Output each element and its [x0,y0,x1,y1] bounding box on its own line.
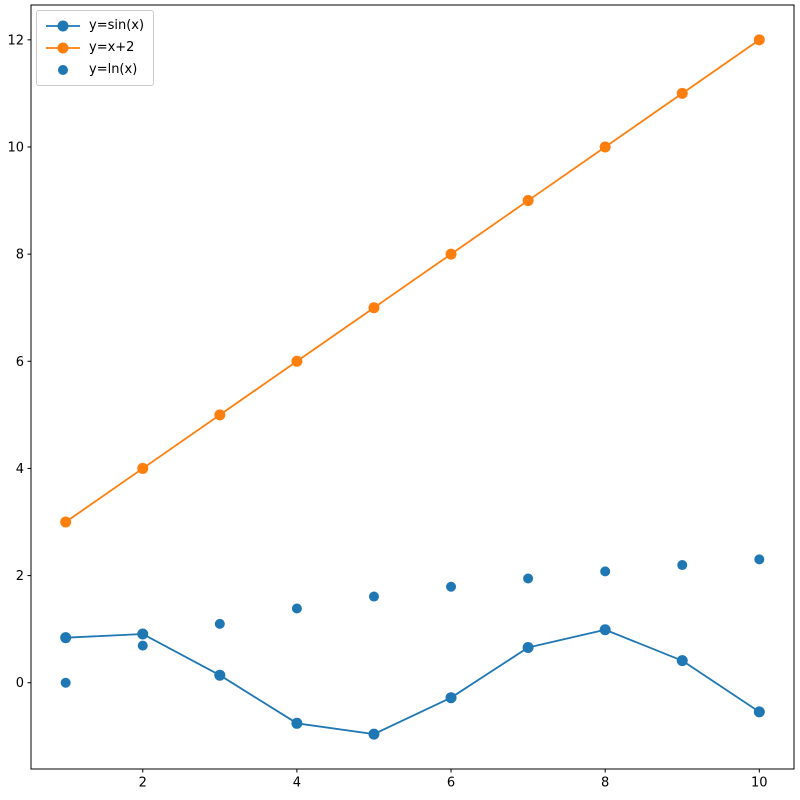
x-tick-label: 6 [447,776,455,791]
x-tick-label: 4 [293,776,301,791]
y-tick-label: 0 [16,676,24,691]
line-marker-1 [522,195,534,207]
line-marker-0 [599,624,611,636]
scatter-point-2 [60,677,71,688]
legend-label: y=ln(x) [89,62,138,77]
line-marker-0 [753,706,765,718]
scatter-point-2 [137,640,148,651]
legend-line-marker-icon [46,20,80,32]
legend-item: y=sin(x) [44,17,144,35]
scatter-point-2 [754,554,765,565]
series-line-1 [64,38,761,523]
line-marker-1 [676,87,688,99]
line-marker-1 [214,409,226,421]
x-tick-label: 8 [601,776,609,791]
line-marker-0 [676,655,688,667]
scatter-point-2 [368,591,379,602]
scatter-point-2 [446,581,457,592]
line-marker-0 [368,728,380,740]
line-marker-0 [445,692,457,704]
scatter-point-2 [600,566,611,577]
legend-item: y=ln(x) [44,61,144,79]
x-tick-label: 10 [751,776,768,791]
scatter-point-2 [291,603,302,614]
line-marker-1 [599,141,611,153]
line-marker-1 [60,516,72,528]
legend: y=sin(x) y=x+2 y=ln(x) [36,10,155,86]
legend-dot-icon [58,65,68,75]
y-tick-label: 8 [16,248,24,263]
scatter-point-2 [523,573,534,584]
legend-label: y=sin(x) [89,18,145,33]
y-tick-label: 2 [16,569,24,584]
y-tick-label: 10 [7,140,24,155]
scatter-point-2 [214,618,225,629]
y-tick-label: 6 [16,355,24,370]
line-marker-0 [137,628,149,640]
axes-spines [30,4,795,770]
legend-line-marker-icon [46,42,80,54]
line-marker-0 [60,632,72,644]
line-marker-1 [137,462,149,474]
series-line-0 [64,628,761,736]
legend-label: y=x+2 [89,40,135,55]
x-tick-label: 2 [139,776,147,791]
line-marker-1 [753,34,765,46]
y-tick-label: 12 [7,33,24,48]
y-tick-label: 4 [16,462,24,477]
line-marker-0 [214,669,226,681]
line-marker-1 [291,355,303,367]
line-marker-0 [291,717,303,729]
line-marker-1 [445,248,457,260]
scatter-point-2 [677,560,688,571]
line-marker-0 [522,642,534,654]
line-marker-1 [368,302,380,314]
legend-item: y=x+2 [44,39,144,57]
